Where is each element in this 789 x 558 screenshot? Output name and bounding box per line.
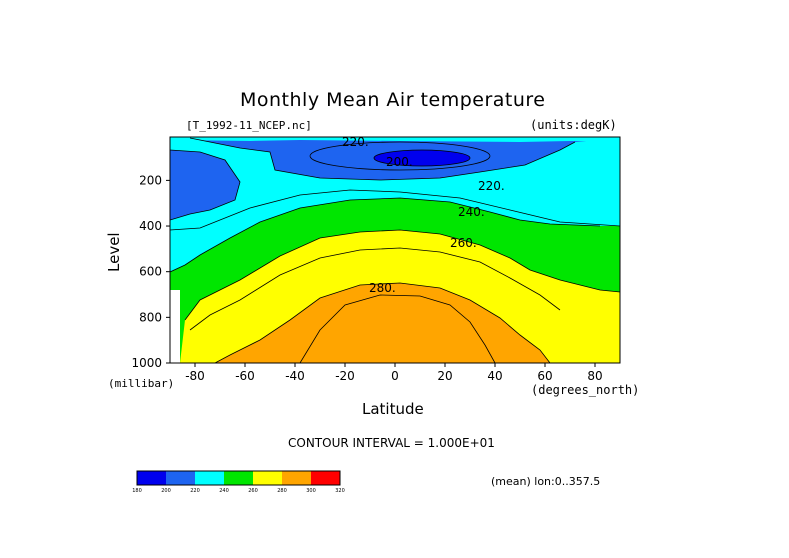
- colorbar-swatch: [224, 471, 253, 485]
- x-tick-label: 80: [587, 369, 602, 383]
- band-180-200: [374, 150, 470, 166]
- y-tick-label: 800: [139, 310, 162, 324]
- contour-lines: [170, 137, 620, 363]
- missing-data: [170, 290, 180, 363]
- x-axis: -80 -60 -40 -20 0 20 40 60 80: [185, 363, 603, 383]
- band-200-220-south: [170, 150, 240, 220]
- colorbar-frame: [136, 470, 341, 486]
- colorbar-tick-label: 260: [248, 488, 258, 494]
- x-tick-label: -20: [335, 369, 355, 383]
- colorbar-swatch: [195, 471, 224, 485]
- y-units: (millibar): [108, 377, 175, 390]
- contour-fills: [170, 137, 620, 363]
- colorbar-tick-label: 240: [219, 488, 229, 494]
- band-280-300-inner: [300, 295, 495, 363]
- contour-interval: CONTOUR INTERVAL = 1.000E+01: [288, 436, 495, 450]
- x-tick-label: -60: [235, 369, 255, 383]
- file-label: [T_1992-11_NCEP.nc]: [186, 119, 312, 132]
- x-tick-label: 0: [391, 369, 399, 383]
- contour-label: 240.: [458, 205, 485, 219]
- units-label: (units:degK): [530, 118, 617, 132]
- colorbar-swatch: [282, 471, 311, 485]
- contour-label: 220.: [478, 179, 505, 193]
- x-tick-label: 60: [537, 369, 552, 383]
- colorbar-swatch: [166, 471, 195, 485]
- colorbar-tick-label: 280: [277, 488, 287, 494]
- colorbar-swatch: [253, 471, 282, 485]
- colorbar-tick-label: 300: [306, 488, 316, 494]
- x-tick-label: 20: [437, 369, 452, 383]
- contour-labels: 220. 200. 220. 240. 260. 280.: [342, 135, 505, 295]
- mean-label: (mean) lon:0..357.5: [491, 475, 601, 488]
- colorbar-tick-label: 200: [161, 488, 171, 494]
- x-tick-label: -40: [285, 369, 305, 383]
- colorbar-swatch: [137, 471, 166, 485]
- colorbar-tick-label: 220: [190, 488, 200, 494]
- x-tick-label: 40: [487, 369, 502, 383]
- colorbar-tick-label: 320: [335, 488, 345, 494]
- x-tick-label: -80: [185, 369, 205, 383]
- chart-title: Monthly Mean Air temperature: [240, 89, 546, 111]
- y-tick-label: 600: [139, 265, 162, 279]
- contour-label: 200.: [386, 155, 413, 169]
- colorbar-tick-label: 180: [132, 488, 142, 494]
- contour-label: 260.: [450, 236, 477, 250]
- contour-label: 280.: [369, 281, 396, 295]
- y-axis: 200 400 600 800 1000: [131, 173, 170, 370]
- y-tick-label: 1000: [131, 356, 162, 370]
- y-axis-title: Level: [105, 232, 123, 272]
- x-units: (degrees_north): [531, 383, 640, 397]
- colorbar-swatch: [311, 471, 340, 485]
- band-220-240-top: [170, 137, 620, 142]
- y-tick-label: 200: [139, 173, 162, 187]
- y-tick-label: 400: [139, 219, 162, 233]
- x-axis-title: Latitude: [362, 400, 424, 418]
- colorbar: 180 200 220 240 260 280 300 320: [132, 470, 345, 494]
- contour-label: 220.: [342, 135, 369, 149]
